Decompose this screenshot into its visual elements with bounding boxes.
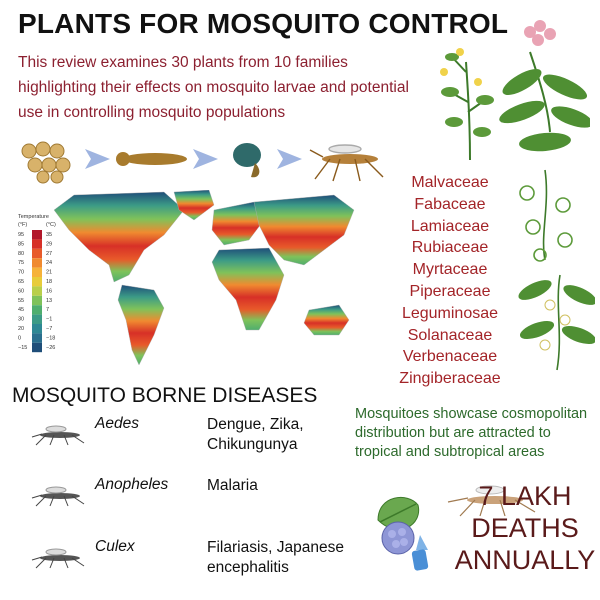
disease-label: Dengue, Zika, Chikungunya <box>207 416 304 453</box>
world-temperature-map <box>53 190 355 366</box>
legend-f-label: 80 <box>18 251 24 257</box>
deaths-stat: 7 LAKH DEATHS ANNUALLY <box>454 481 596 575</box>
legend-c-label: 35 <box>46 232 52 238</box>
legend-f-label: 0 <box>18 335 21 341</box>
adult-mosquito-icon <box>309 144 384 182</box>
family-item: Lamiaceae <box>410 217 490 235</box>
legend-c-label: −26 <box>46 345 55 351</box>
legend-swatch <box>32 267 42 277</box>
greenland-shape <box>173 190 215 221</box>
lifecycle-strip <box>21 141 384 184</box>
legend-swatch <box>32 314 42 324</box>
legend-c-label: 13 <box>46 298 52 304</box>
mosquito-icon <box>31 425 85 446</box>
family-item: Fabaceae <box>414 195 486 213</box>
legend-title: Temperature <box>18 214 49 220</box>
plant-illustration-icon <box>440 20 590 161</box>
legend-f-label: 30 <box>18 317 24 323</box>
asia-shape <box>253 194 355 266</box>
plant-extract-icon <box>377 497 429 571</box>
arrow-icon <box>193 149 218 169</box>
legend-swatch <box>32 342 42 353</box>
legend-unit-c: (°C) <box>46 222 56 228</box>
family-item: Piperaceae <box>409 282 491 300</box>
north-america-shape <box>53 191 185 283</box>
genus-label: Culex <box>95 538 135 555</box>
eggs-icon <box>21 141 71 184</box>
legend-c-label: 24 <box>46 260 52 266</box>
legend-c-label: −18 <box>46 335 55 341</box>
page-title: PLANTS FOR MOSQUITO CONTROL <box>18 8 509 39</box>
legend-c-label: 16 <box>46 288 52 294</box>
mosquito-icon <box>31 486 85 507</box>
genus-label: Aedes <box>95 415 139 432</box>
intro-text: This review examines 30 plants from 10 f… <box>18 54 409 121</box>
diseases-heading: MOSQUITO BORNE DISEASES <box>12 384 318 407</box>
legend-unit-f: (°F) <box>18 222 27 228</box>
legend-f-label: 75 <box>18 260 24 266</box>
legend-f-label: 60 <box>18 288 24 294</box>
arrow-icon <box>85 149 110 169</box>
arrow-icon <box>277 149 302 169</box>
legend-swatch <box>32 248 42 259</box>
legend-swatch <box>32 258 42 268</box>
disease-label: Filariasis, Japanese encephalitis <box>207 539 344 576</box>
legend-f-label: 95 <box>18 232 24 238</box>
legend-f-label: 45 <box>18 307 24 313</box>
pupa-icon <box>233 143 261 178</box>
family-item: Rubiaceae <box>411 239 489 257</box>
family-item: Solanaceae <box>407 326 493 344</box>
plant-branch-icon <box>518 169 595 371</box>
legend-f-label: −15 <box>18 345 27 351</box>
legend-c-label: −7 <box>46 326 52 332</box>
genus-label: Anopheles <box>95 476 169 493</box>
mosquito-icon <box>31 548 85 569</box>
legend-swatch <box>32 230 42 240</box>
legend-c-label: 18 <box>46 279 52 285</box>
legend-swatch <box>32 324 42 334</box>
legend-swatch <box>32 286 42 296</box>
legend-swatch <box>32 305 42 315</box>
legend-f-label: 20 <box>18 326 24 332</box>
australia-shape <box>303 304 350 336</box>
disease-label: Malaria <box>207 477 258 494</box>
legend-f-label: 65 <box>18 279 24 285</box>
legend-swatch <box>32 333 42 343</box>
distribution-text: Mosquitoes showcase cosmopolitan distrib… <box>355 406 588 460</box>
south-america-shape <box>117 284 165 366</box>
legend-f-label: 70 <box>18 270 24 276</box>
legend-c-label: 29 <box>46 241 52 247</box>
family-item: Verbenaceae <box>402 348 498 366</box>
legend-swatch <box>32 277 42 287</box>
africa-shape <box>211 247 285 331</box>
legend-swatch <box>32 295 42 306</box>
mosquito-icon <box>447 485 536 517</box>
plant-families-list: Malvaceae Fabaceae Lamiaceae Rubiaceae Myrta… <box>395 172 505 390</box>
legend-c-label: −1 <box>46 317 52 323</box>
family-item: Malvaceae <box>411 174 489 191</box>
family-item: Myrtaceae <box>412 261 488 279</box>
legend-c-label: 27 <box>46 251 52 257</box>
legend-c-label: 21 <box>46 270 52 276</box>
larva-icon <box>116 152 187 166</box>
legend-f-label: 55 <box>18 298 24 304</box>
family-item: Zingiberaceae <box>399 370 501 388</box>
family-item: Leguminosae <box>401 304 499 322</box>
legend-swatch <box>32 239 42 249</box>
legend-c-label: 7 <box>46 307 49 313</box>
legend-f-label: 85 <box>18 241 24 247</box>
